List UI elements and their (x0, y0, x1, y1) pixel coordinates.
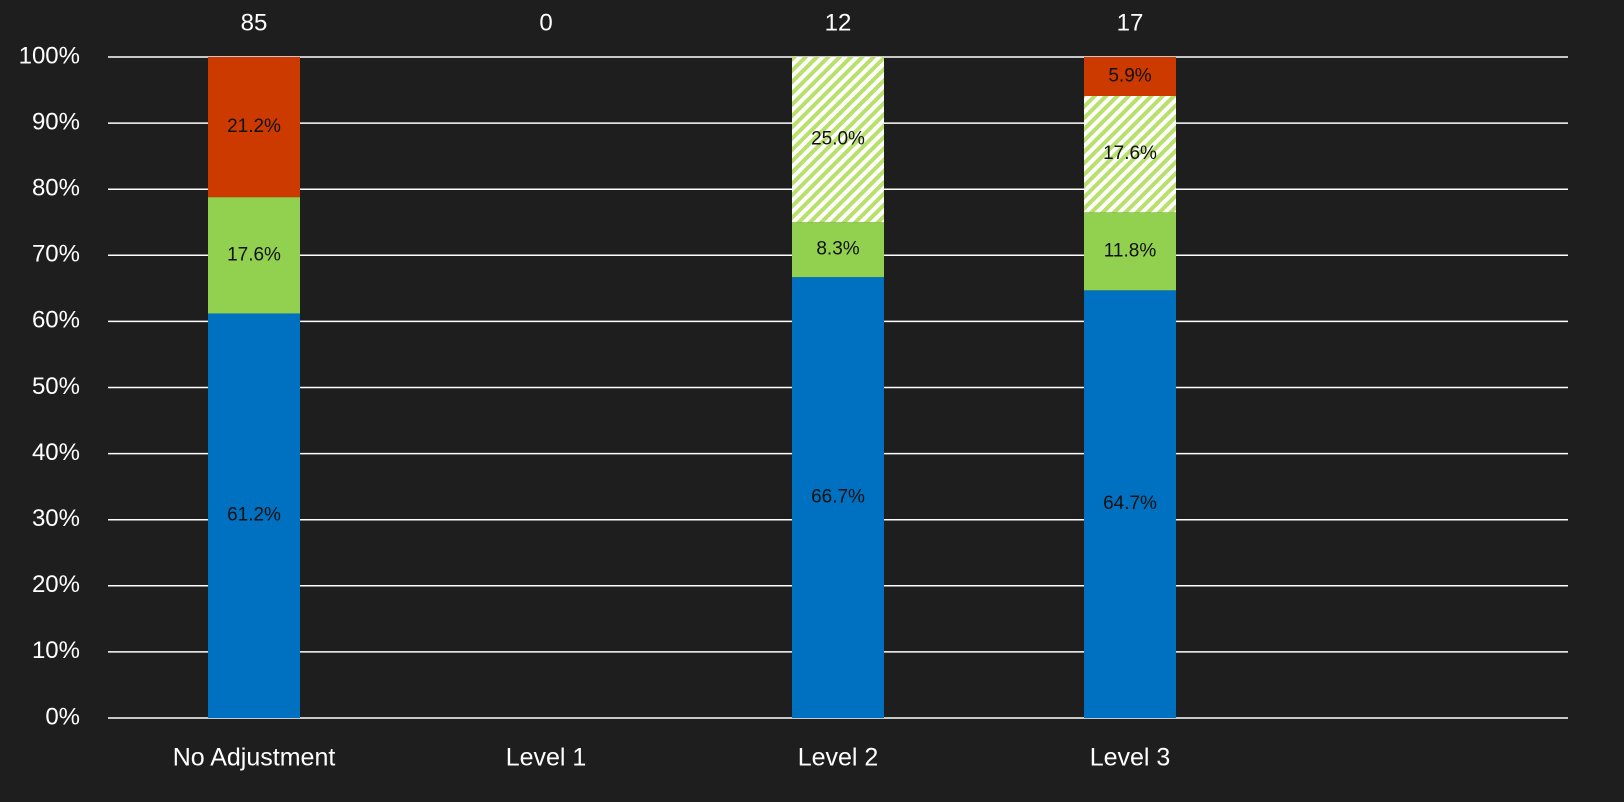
bar-segment (208, 313, 300, 718)
x-tick-label: No Adjustment (173, 744, 336, 772)
bar-segment (1084, 290, 1176, 718)
total-label: 12 (825, 9, 852, 36)
y-tick-label: 0% (45, 703, 80, 730)
data-label: 66.7% (811, 487, 865, 508)
y-tick-label: 40% (32, 439, 80, 466)
bar-segment (1084, 57, 1176, 96)
x-tick-label: Level 2 (798, 744, 879, 772)
bar-segment (792, 222, 884, 278)
y-tick-label: 20% (32, 571, 80, 598)
bar-segment (1084, 95, 1176, 213)
bar-segment (792, 277, 884, 718)
bar-segment (792, 57, 884, 223)
bar-segment (208, 197, 300, 314)
data-label: 25.0% (811, 129, 865, 150)
data-label: 21.2% (227, 116, 281, 137)
y-tick-label: 80% (32, 175, 80, 202)
y-tick-label: 30% (32, 505, 80, 532)
data-label: 8.3% (816, 239, 859, 260)
x-tick-label: Level 1 (506, 744, 587, 772)
y-tick-label: 60% (32, 307, 80, 334)
data-label: 17.6% (1103, 143, 1157, 164)
data-label: 61.2% (227, 505, 281, 526)
y-tick-label: 90% (32, 108, 80, 135)
y-tick-label: 50% (32, 373, 80, 400)
total-label: 0 (539, 9, 552, 36)
total-label: 85 (241, 9, 268, 36)
data-label: 64.7% (1103, 493, 1157, 514)
x-tick-label: Level 3 (1090, 744, 1171, 772)
bar-segment (208, 57, 300, 198)
y-tick-label: 100% (19, 42, 80, 69)
data-label: 11.8% (1104, 240, 1157, 261)
y-tick-label: 10% (32, 637, 80, 664)
total-label: 17 (1117, 9, 1144, 36)
y-tick-label: 70% (32, 241, 80, 268)
data-label: 17.6% (227, 244, 281, 265)
data-label: 5.9% (1108, 66, 1151, 87)
bar-segment (1084, 212, 1176, 291)
